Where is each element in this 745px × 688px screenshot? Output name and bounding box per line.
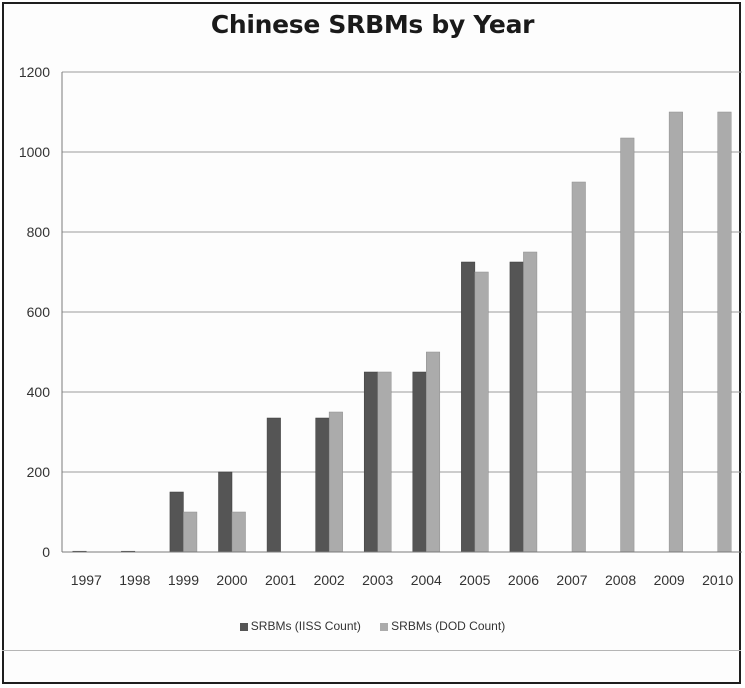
legend-label-dod: SRBMs (DOD Count)	[391, 618, 506, 633]
bar-dod-2000	[231, 511, 246, 553]
frame-divider	[2, 650, 741, 651]
y-tick-label-800: 800	[27, 224, 51, 240]
bar-iiss-2004	[412, 371, 427, 553]
x-tick-label-2002: 2002	[314, 572, 345, 588]
legend-swatch-iiss	[239, 622, 248, 631]
x-tick-label-1997: 1997	[71, 572, 102, 588]
legend-item-dod: SRBMs (DOD Count)	[380, 619, 505, 633]
chart-legend: SRBMs (IISS Count) SRBMs (DOD Count)	[0, 618, 745, 633]
x-tick-label-2010: 2010	[702, 572, 733, 588]
bar-dod-1999	[183, 511, 198, 553]
legend-item-iiss: SRBMs (IISS Count)	[239, 618, 361, 633]
x-tick-label-2008: 2008	[605, 572, 636, 588]
x-tick-label-2000: 2000	[216, 572, 247, 588]
x-tick-label-2005: 2005	[459, 572, 490, 588]
bar-iiss-2003	[363, 371, 378, 553]
bar-dod-2008	[620, 137, 635, 553]
x-tick-label-1998: 1998	[119, 572, 150, 588]
y-tick-label-0: 0	[42, 544, 50, 560]
bar-dod-2009	[668, 111, 683, 553]
x-tick-label-2001: 2001	[265, 572, 296, 588]
y-tick-label-200: 200	[27, 464, 51, 480]
x-tick-label-1999: 1999	[168, 572, 199, 588]
y-tick-label-1200: 1200	[19, 64, 50, 80]
bar-iiss-2001	[266, 417, 281, 553]
bar-dod-2003	[377, 371, 392, 553]
bar-iiss-2006	[509, 261, 524, 553]
legend-label-iiss: SRBMs (IISS Count)	[250, 618, 361, 633]
x-tick-label-2003: 2003	[362, 572, 393, 588]
y-tick-label-400: 400	[27, 384, 51, 400]
x-tick-label-2004: 2004	[411, 572, 442, 588]
bar-dod-2006	[523, 251, 538, 553]
x-tick-label-2007: 2007	[556, 572, 587, 588]
chart-title: Chinese SRBMs by Year	[210, 10, 535, 39]
bar-dod-2004	[426, 351, 441, 553]
bar-iiss-2000	[218, 471, 233, 553]
y-tick-label-600: 600	[27, 304, 51, 320]
bar-dod-2005	[474, 271, 489, 553]
bar-dod-2002	[328, 411, 343, 553]
bar-iiss-2002	[315, 417, 330, 553]
bar-dod-2010	[717, 111, 732, 553]
bar-iiss-2005	[461, 261, 476, 553]
x-tick-label-2009: 2009	[654, 572, 685, 588]
bar-iiss-1999	[169, 491, 184, 553]
y-tick-label-1000: 1000	[19, 144, 50, 160]
bar-dod-2007	[571, 181, 586, 553]
legend-swatch-dod	[380, 622, 389, 631]
x-tick-label-2006: 2006	[508, 572, 539, 588]
